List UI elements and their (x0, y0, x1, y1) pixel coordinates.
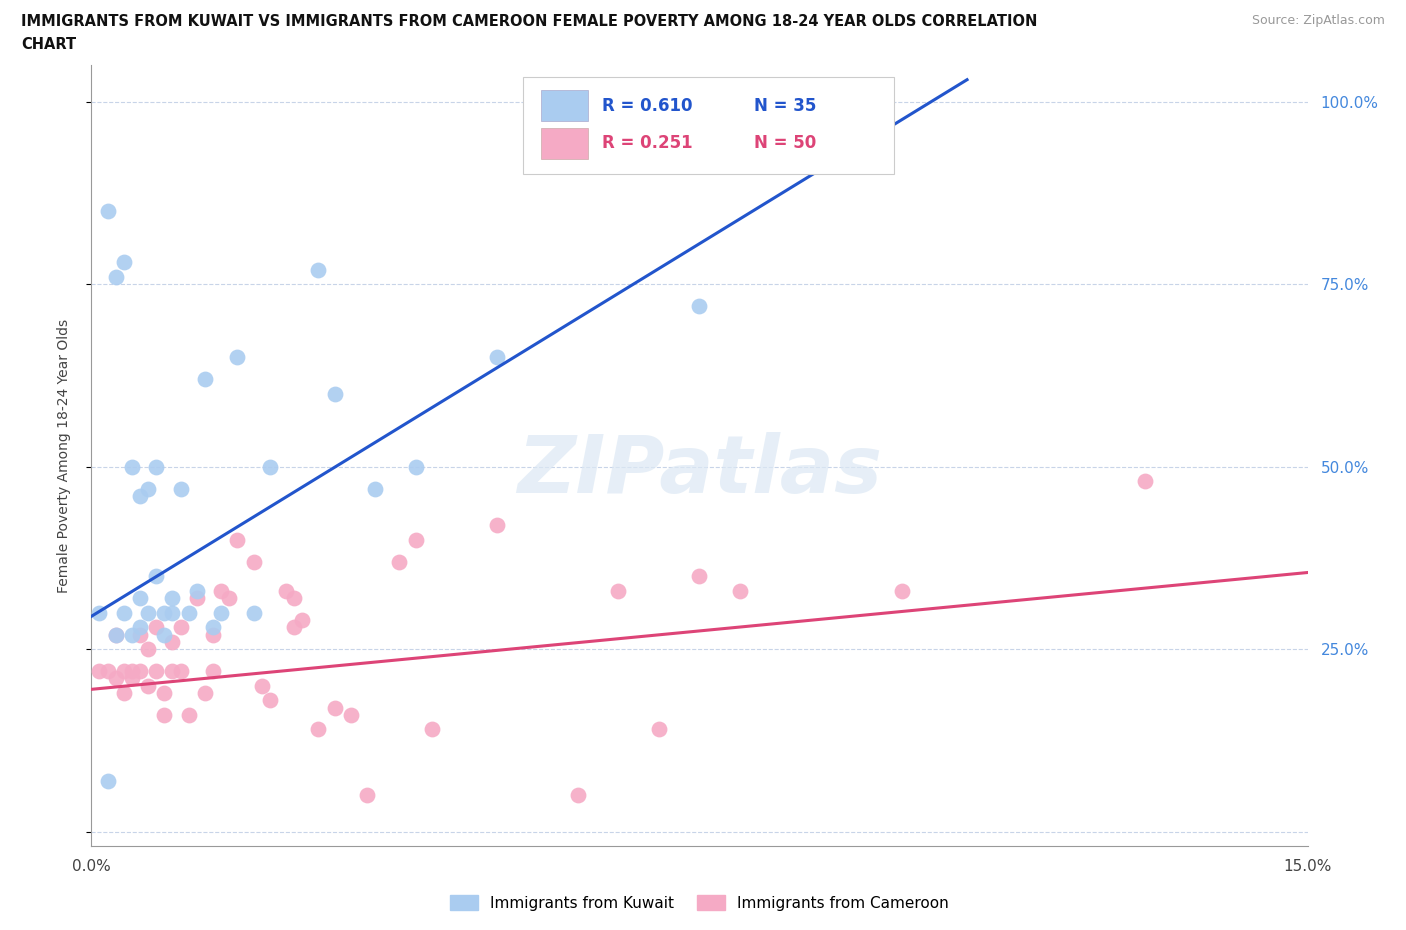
Text: IMMIGRANTS FROM KUWAIT VS IMMIGRANTS FROM CAMEROON FEMALE POVERTY AMONG 18-24 YE: IMMIGRANTS FROM KUWAIT VS IMMIGRANTS FRO… (21, 14, 1038, 29)
Point (420, 722, 443, 737)
Text: CHART: CHART (21, 37, 76, 52)
Point (242, 605, 264, 620)
Point (129, 619, 152, 634)
Point (202, 664, 225, 679)
Point (129, 627, 152, 642)
Point (104, 671, 127, 685)
Legend: Immigrants from Kuwait, Immigrants from Cameroon: Immigrants from Kuwait, Immigrants from … (444, 888, 955, 917)
Point (121, 627, 143, 642)
Point (129, 591, 152, 605)
Point (145, 619, 167, 634)
Point (153, 685, 176, 700)
Point (129, 488, 152, 503)
Point (688, 569, 710, 584)
Point (153, 708, 176, 723)
Point (169, 619, 191, 634)
Point (136, 605, 159, 620)
Point (209, 583, 232, 598)
Point (307, 262, 329, 277)
FancyBboxPatch shape (541, 90, 588, 121)
Point (162, 591, 184, 605)
Point (121, 671, 143, 685)
Point (607, 583, 630, 598)
Point (162, 664, 184, 679)
Point (136, 642, 159, 657)
Point (129, 664, 152, 679)
Point (121, 459, 143, 474)
Point (242, 554, 264, 569)
Point (259, 459, 281, 474)
Point (104, 270, 127, 285)
Point (485, 350, 508, 365)
Point (405, 532, 427, 547)
Text: ZIPatlas: ZIPatlas (517, 432, 882, 511)
Point (728, 583, 751, 598)
Text: R = 0.610: R = 0.610 (602, 97, 693, 114)
Text: N = 35: N = 35 (754, 97, 817, 114)
Point (186, 591, 208, 605)
Point (112, 664, 135, 679)
Point (112, 255, 135, 270)
Point (283, 619, 305, 634)
Point (186, 583, 208, 598)
Point (194, 685, 217, 700)
Text: N = 50: N = 50 (754, 134, 817, 153)
Point (388, 554, 411, 569)
Point (97, 204, 120, 219)
Point (364, 481, 387, 496)
Point (153, 605, 176, 620)
Point (688, 299, 710, 313)
Point (177, 605, 200, 620)
Point (194, 372, 217, 387)
Point (226, 532, 249, 547)
Point (112, 685, 135, 700)
Point (1135, 473, 1157, 488)
Point (250, 678, 273, 693)
Point (145, 569, 167, 584)
Point (340, 708, 363, 723)
Point (145, 664, 167, 679)
Point (89, 605, 111, 620)
Point (283, 591, 305, 605)
Point (307, 722, 329, 737)
Point (209, 605, 232, 620)
Y-axis label: Female Poverty Among 18-24 Year Olds: Female Poverty Among 18-24 Year Olds (56, 319, 70, 592)
Point (104, 627, 127, 642)
Point (145, 459, 167, 474)
Point (121, 664, 143, 679)
Point (97, 773, 120, 788)
Point (259, 693, 281, 708)
Point (104, 627, 127, 642)
Point (891, 583, 914, 598)
Point (648, 722, 671, 737)
Point (153, 627, 176, 642)
Point (169, 664, 191, 679)
Point (356, 788, 378, 803)
Point (89, 664, 111, 679)
Point (169, 481, 191, 496)
FancyBboxPatch shape (541, 127, 588, 159)
Point (202, 627, 225, 642)
Point (112, 605, 135, 620)
Point (291, 613, 314, 628)
Point (485, 518, 508, 533)
FancyBboxPatch shape (523, 77, 894, 175)
Point (177, 708, 200, 723)
Point (323, 386, 346, 401)
Point (202, 619, 225, 634)
Text: Source: ZipAtlas.com: Source: ZipAtlas.com (1251, 14, 1385, 27)
Point (323, 700, 346, 715)
Point (405, 459, 427, 474)
Point (567, 788, 589, 803)
Point (226, 350, 249, 365)
Point (274, 583, 297, 598)
Point (218, 591, 240, 605)
Point (136, 481, 159, 496)
Point (136, 678, 159, 693)
Point (162, 605, 184, 620)
Point (162, 634, 184, 649)
Point (97, 664, 120, 679)
Text: R = 0.251: R = 0.251 (602, 134, 693, 153)
